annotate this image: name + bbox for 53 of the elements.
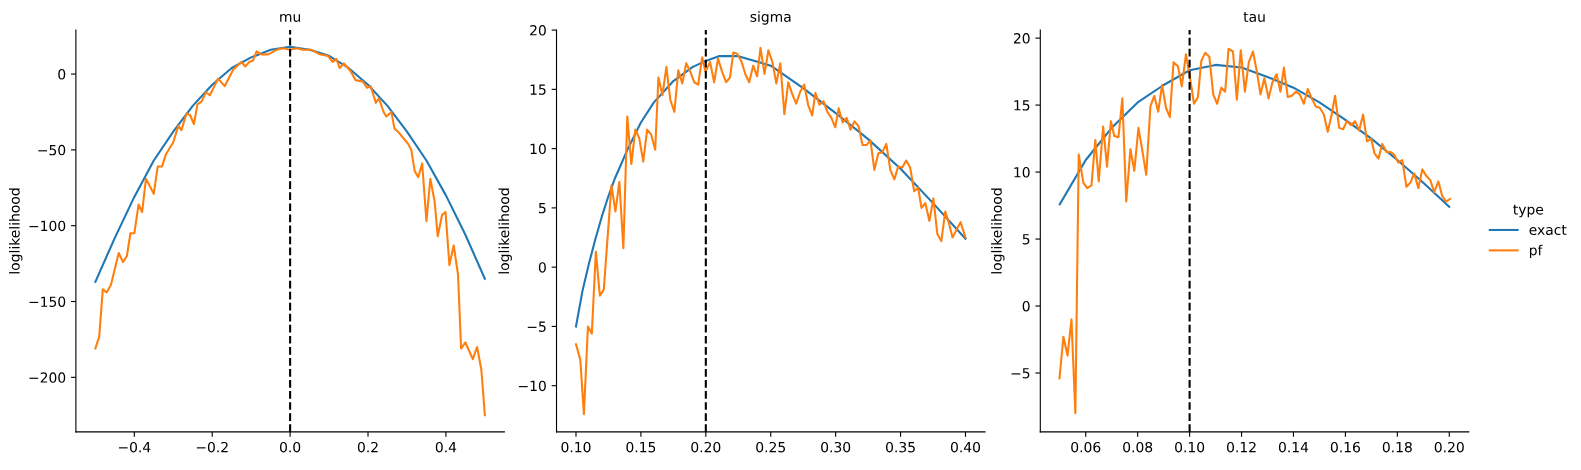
- x-tick-label: 0.06: [1071, 441, 1101, 453]
- x-tick-label: 0.35: [886, 441, 915, 453]
- x-tick-label: 0.2: [357, 441, 378, 453]
- y-axis-title: loglikelihood: [9, 188, 23, 274]
- x-tick-label: 0.25: [756, 441, 785, 453]
- chart-title: tau: [1243, 11, 1265, 22]
- x-tick-label: 0.08: [1123, 441, 1153, 453]
- y-tick-label: 0: [58, 69, 66, 80]
- x-tick-label: 0.0: [279, 441, 301, 453]
- legend-label: exact: [1529, 225, 1567, 236]
- x-tick-label: 0.20: [691, 441, 721, 453]
- x-tick-label: 0.12: [1226, 441, 1256, 453]
- line-series: [94, 47, 486, 417]
- legend-title: type: [1513, 204, 1544, 218]
- x-tick-label: 0.10: [1175, 441, 1205, 453]
- y-tick-label: 5: [539, 203, 546, 214]
- x-tick-label: 0.20: [1434, 441, 1464, 453]
- line-series: [1058, 63, 1451, 208]
- x-tick-label: 0.14: [1278, 441, 1309, 453]
- y-tick-label: −150: [29, 296, 66, 307]
- y-tick-label: 20: [1013, 33, 1030, 44]
- legend-label: pf: [1529, 244, 1543, 259]
- y-tick-label: 0: [538, 262, 546, 273]
- x-tick-label: 0.30: [821, 441, 851, 453]
- y-tick-label: 20: [530, 25, 546, 36]
- x-tick-label: 0.18: [1382, 441, 1412, 453]
- x-tick-label: −0.2: [196, 441, 228, 453]
- y-tick-label: 5: [1022, 234, 1030, 245]
- y-tick-label: −10: [518, 380, 546, 392]
- x-tick-label: 0.40: [950, 441, 981, 453]
- x-tick-label: 0.16: [1330, 441, 1360, 453]
- chart-title: sigma: [750, 11, 791, 25]
- y-tick-label: −50: [38, 144, 66, 156]
- y-axis-title: loglikelihood: [991, 188, 1005, 274]
- y-tick-label: 15: [530, 84, 546, 95]
- x-tick-label: 0.4: [435, 441, 457, 453]
- y-tick-label: 10: [1014, 167, 1030, 178]
- x-tick-label: 0.15: [626, 441, 656, 453]
- y-tick-label: −100: [29, 220, 66, 232]
- chart-title: mu: [280, 13, 301, 22]
- line-series: [1058, 47, 1452, 415]
- y-tick-label: 0: [1022, 300, 1030, 312]
- x-tick-label: 0.10: [561, 441, 591, 453]
- y-tick-label: −5: [527, 321, 546, 332]
- y-tick-label: 10: [530, 143, 546, 155]
- x-tick-label: −0.4: [118, 441, 151, 453]
- y-tick-label: −5: [1011, 368, 1030, 379]
- line-series: [574, 55, 967, 328]
- y-tick-label: 15: [1014, 100, 1030, 111]
- y-tick-label: −200: [29, 372, 66, 383]
- line-series: [94, 45, 486, 283]
- line-series: [574, 46, 967, 416]
- y-axis-title: loglikelihood: [498, 188, 512, 274]
